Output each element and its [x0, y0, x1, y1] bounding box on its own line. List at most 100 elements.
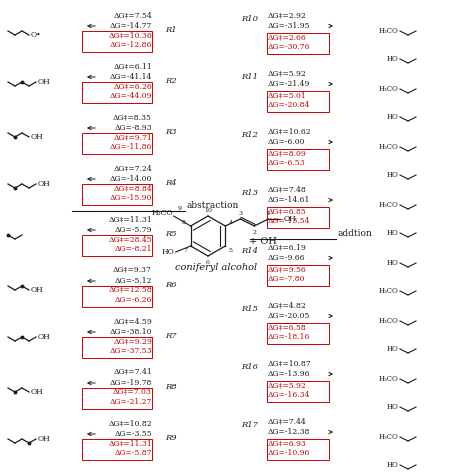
Text: ΔG=-8.21: ΔG=-8.21 — [115, 245, 152, 253]
Text: R2: R2 — [165, 77, 177, 85]
Text: ΔG‡=2.92: ΔG‡=2.92 — [268, 11, 307, 19]
Text: ΔG‡=10.82: ΔG‡=10.82 — [109, 419, 152, 427]
Text: ΔG=-9.66: ΔG=-9.66 — [268, 254, 306, 262]
Text: H₃CO: H₃CO — [378, 201, 398, 209]
Text: 4: 4 — [228, 219, 232, 225]
Text: OH: OH — [31, 286, 44, 294]
Bar — [82, 82, 152, 103]
Text: ΔG‡=2.66: ΔG‡=2.66 — [268, 33, 307, 41]
Text: ΔG=-21.49: ΔG=-21.49 — [268, 80, 310, 88]
Text: H₃CO: H₃CO — [378, 433, 398, 441]
Text: ΔG‡=10.62: ΔG‡=10.62 — [268, 127, 311, 135]
Text: HO: HO — [386, 229, 398, 237]
Text: 3: 3 — [238, 210, 242, 216]
Text: 2: 2 — [252, 229, 256, 235]
Text: ΔG=-18.16: ΔG=-18.16 — [268, 333, 310, 341]
Text: ΔG=-12.38: ΔG=-12.38 — [268, 428, 310, 436]
Text: ΔG‡=5.01: ΔG‡=5.01 — [268, 91, 307, 99]
Text: ΔG=-5.79: ΔG=-5.79 — [115, 226, 152, 234]
Text: ΔG=-21.27: ΔG=-21.27 — [109, 398, 152, 406]
Text: ΔG‡=10.36: ΔG‡=10.36 — [108, 31, 152, 39]
Text: ΔG‡=9.37: ΔG‡=9.37 — [113, 266, 152, 274]
Text: ΔG=-6.26: ΔG=-6.26 — [115, 296, 152, 304]
Text: OH: OH — [31, 133, 44, 141]
Text: R12: R12 — [241, 131, 258, 139]
Text: ΔG‡=12.58: ΔG‡=12.58 — [109, 286, 152, 294]
Text: R6: R6 — [165, 281, 177, 289]
Text: HO: HO — [386, 113, 398, 121]
Text: ΔG=-31.95: ΔG=-31.95 — [268, 22, 310, 30]
Text: 5: 5 — [228, 247, 232, 253]
Text: ΔG‡=5.92: ΔG‡=5.92 — [268, 69, 307, 77]
Text: ΔG=-44.09: ΔG=-44.09 — [109, 92, 152, 100]
Text: ΔG=-16.34: ΔG=-16.34 — [268, 391, 310, 399]
Text: R14: R14 — [241, 247, 258, 255]
Text: ΔG‡=7.41: ΔG‡=7.41 — [113, 368, 152, 376]
Text: ΔG=-20.84: ΔG=-20.84 — [268, 101, 310, 109]
Bar — [267, 33, 329, 54]
Text: ΔG‡=7.24: ΔG‡=7.24 — [113, 164, 152, 172]
Text: ΔG‡=5.92: ΔG‡=5.92 — [268, 381, 307, 389]
Text: ΔG‡=6.85: ΔG‡=6.85 — [268, 207, 307, 215]
Text: H₃CO: H₃CO — [378, 287, 398, 295]
Text: ΔG=-3.55: ΔG=-3.55 — [114, 430, 152, 438]
Bar — [267, 207, 329, 228]
Bar — [267, 91, 329, 112]
Text: ΔG‡=9.71: ΔG‡=9.71 — [113, 133, 152, 141]
Text: ΔG‡=9.29: ΔG‡=9.29 — [113, 337, 152, 345]
Text: ΔG‡=7.54: ΔG‡=7.54 — [113, 11, 152, 19]
Bar — [82, 184, 152, 205]
Text: OH: OH — [38, 78, 51, 86]
Text: R8: R8 — [165, 383, 177, 391]
Text: OH: OH — [38, 333, 51, 341]
Text: ΔG‡=6.26: ΔG‡=6.26 — [113, 82, 152, 90]
Text: ΔG=-5.12: ΔG=-5.12 — [115, 277, 152, 285]
Bar — [82, 337, 152, 358]
Text: R9: R9 — [165, 434, 177, 442]
Text: OH: OH — [31, 388, 44, 396]
Text: ΔG‡=8.09: ΔG‡=8.09 — [268, 149, 307, 157]
Text: HO: HO — [386, 403, 398, 411]
Text: ΔG=-13.54: ΔG=-13.54 — [268, 217, 310, 225]
Text: ΔG‡=6.58: ΔG‡=6.58 — [268, 323, 307, 331]
Text: coniferyl alcohol: coniferyl alcohol — [175, 264, 257, 273]
Bar — [267, 323, 329, 344]
Bar — [82, 286, 152, 307]
Text: ΔG=-6.53: ΔG=-6.53 — [268, 159, 306, 167]
Text: 7: 7 — [184, 247, 188, 253]
Text: H₃CO: H₃CO — [151, 209, 173, 217]
Text: H₃CO: H₃CO — [378, 143, 398, 151]
Bar — [267, 381, 329, 402]
Text: ΔG=-7.80: ΔG=-7.80 — [268, 275, 306, 283]
Text: ΔG=-37.53: ΔG=-37.53 — [109, 347, 152, 355]
Text: OH: OH — [38, 180, 51, 188]
Text: OH: OH — [283, 215, 296, 223]
Text: R17: R17 — [241, 421, 258, 429]
Text: ΔG=-38.10: ΔG=-38.10 — [109, 328, 152, 336]
Text: 6: 6 — [206, 259, 210, 264]
Text: R5: R5 — [165, 230, 177, 238]
Text: R1: R1 — [165, 26, 177, 34]
Text: R11: R11 — [241, 73, 258, 81]
Text: ΔG=-30.76: ΔG=-30.76 — [268, 43, 310, 51]
Bar — [82, 388, 152, 409]
Text: + OH: + OH — [249, 237, 277, 246]
Text: ΔG‡=11.31: ΔG‡=11.31 — [108, 439, 152, 447]
Text: H₃CO: H₃CO — [378, 85, 398, 93]
Bar — [267, 439, 329, 460]
Text: H₃CO: H₃CO — [378, 317, 398, 325]
Text: ΔG‡=6.93: ΔG‡=6.93 — [268, 439, 307, 447]
Text: ΔG=-15.90: ΔG=-15.90 — [109, 194, 152, 202]
Text: ΔG‡=9.56: ΔG‡=9.56 — [268, 265, 307, 273]
Text: ΔG=-14.77: ΔG=-14.77 — [109, 22, 152, 30]
Text: ΔG‡=6.11: ΔG‡=6.11 — [113, 62, 152, 70]
Text: abstraction: abstraction — [187, 201, 239, 210]
Text: ΔG‡=4.82: ΔG‡=4.82 — [268, 301, 307, 309]
Text: ΔG=-10.96: ΔG=-10.96 — [268, 449, 310, 457]
Bar — [82, 31, 152, 52]
Text: ΔG‡=6.19: ΔG‡=6.19 — [268, 243, 307, 251]
Text: addtion: addtion — [338, 229, 373, 238]
Text: ΔG‡=7.03: ΔG‡=7.03 — [113, 388, 152, 396]
Text: ΔG=-14.61: ΔG=-14.61 — [268, 196, 310, 204]
Text: ΔG‡=8.84: ΔG‡=8.84 — [113, 184, 152, 192]
